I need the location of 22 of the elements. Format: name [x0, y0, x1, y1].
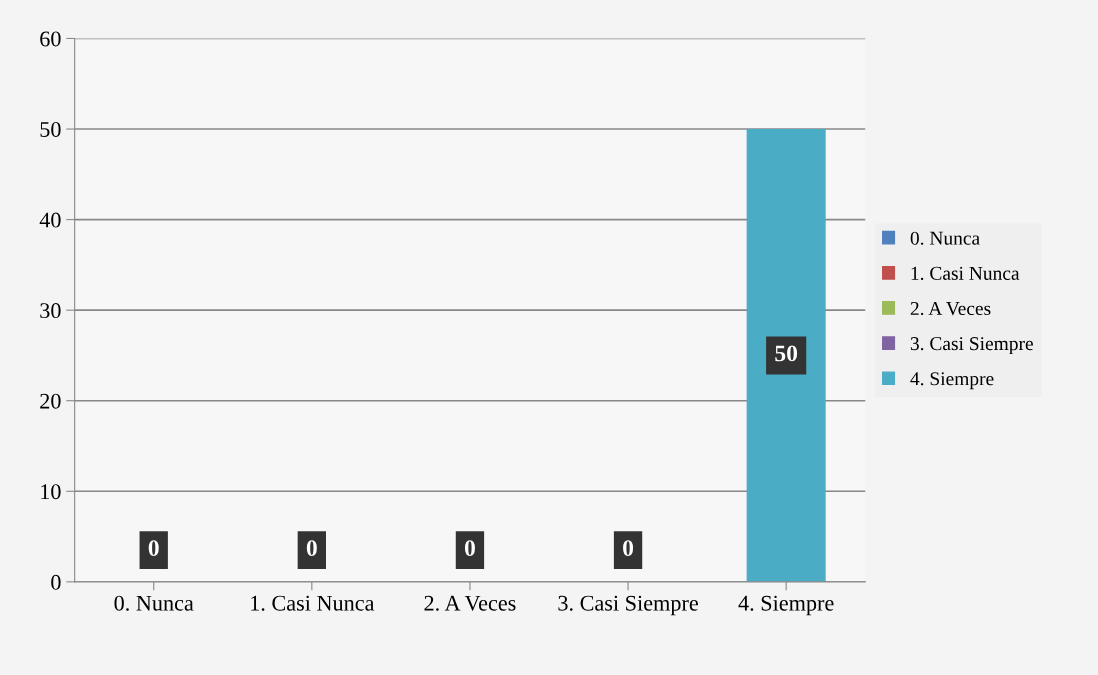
- y-tick-label: 60: [40, 31, 61, 47]
- data-label: 50: [775, 345, 798, 362]
- legend-label: 3. Casi Siempre: [910, 337, 1033, 355]
- x-tick-label: 3. Casi Siempre: [558, 595, 698, 616]
- x-tick-label: 0. Nunca: [114, 595, 194, 611]
- data-label: 0: [148, 540, 159, 557]
- data-label: 0: [306, 540, 317, 557]
- y-tick-label: 40: [39, 212, 61, 228]
- y-tick-label: 20: [40, 393, 61, 409]
- legend-label: 2. A Veces: [910, 301, 991, 316]
- legend-label: 1. Casi Nunca: [911, 266, 1020, 280]
- legend-label: 4. Siempre: [910, 372, 994, 390]
- legend-label: 0. Nunca: [910, 231, 980, 245]
- y-tick-label: 50: [40, 121, 61, 137]
- y-tick-label: 10: [41, 484, 61, 500]
- y-tick-label: 0: [51, 574, 61, 590]
- x-tick-label: 4. Siempre: [738, 595, 834, 616]
- x-tick-label: 1. Casi Nunca: [251, 595, 375, 611]
- data-label: 0: [464, 540, 475, 557]
- x-tick-label: 2. A Veces: [424, 595, 516, 611]
- y-tick-label: 30: [40, 303, 61, 319]
- data-label: 0: [623, 540, 634, 557]
